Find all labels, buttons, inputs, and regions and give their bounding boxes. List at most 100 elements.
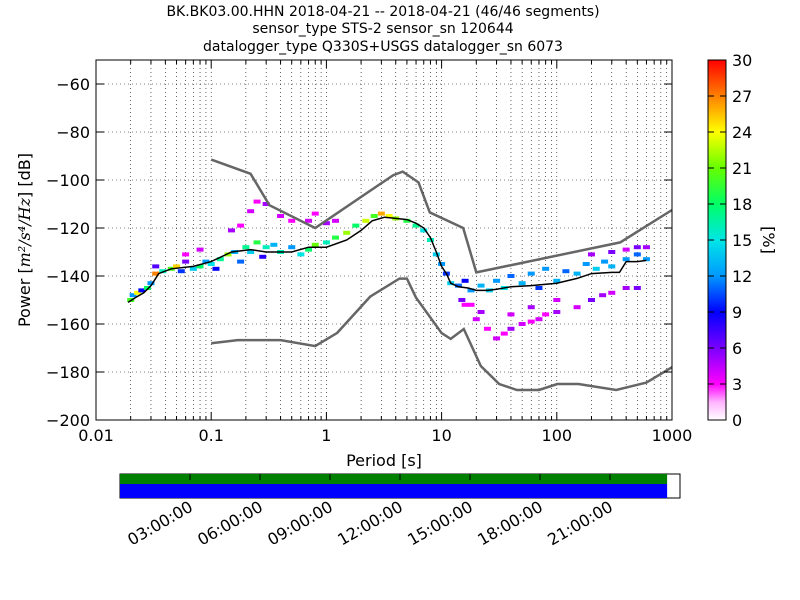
curves — [127, 158, 673, 392]
psd-cell — [573, 271, 581, 276]
psd-cell — [608, 264, 616, 269]
psd-cell — [633, 252, 641, 257]
psd-cell — [458, 298, 466, 302]
noise-model-nhnm — [210, 158, 673, 274]
psd-cell — [587, 298, 595, 302]
colorbar-tick-label: 27 — [732, 87, 752, 106]
psd-cell — [305, 218, 313, 223]
psd-heatmap — [127, 199, 650, 341]
colorbar: 0 3 6 9 12 15 18 21 24 27 30 [%] — [707, 51, 778, 430]
timeline-tick-label: 06:00:00 — [194, 497, 266, 549]
y-tick-label: −60 — [56, 75, 90, 94]
psd-cell — [311, 211, 319, 216]
psd-cell — [182, 259, 190, 264]
psd-cell — [152, 264, 160, 269]
psd-cell — [305, 247, 313, 252]
noise-model-nlnm — [211, 277, 673, 392]
psd-cell — [262, 202, 270, 206]
colorbar-ticks: 0 3 6 9 12 15 18 21 24 27 30 — [708, 51, 752, 430]
psd-cell — [177, 269, 185, 274]
colorbar-tick-label: 3 — [732, 375, 742, 394]
psd-cell — [553, 298, 561, 302]
axis-ticks: 0.01 0.1 1 10 100 1000 −200 −180 −160 −140 −120 −10… — [46, 60, 692, 445]
psd-cell — [237, 259, 245, 264]
psd-cell — [147, 281, 155, 286]
psd-cell — [288, 245, 296, 250]
data-coverage-timeline: 03:00:0006:00:0009:00:0012:00:0015:00:00… — [119, 473, 681, 549]
psd-cell — [196, 247, 204, 252]
psd-cell — [322, 221, 330, 226]
timeline-data-bar — [120, 474, 668, 484]
psd-cell — [527, 319, 535, 324]
psd-cell — [467, 302, 475, 307]
psd-cell — [587, 252, 595, 257]
psd-cell — [642, 257, 650, 262]
psd-cell — [592, 266, 600, 271]
y-tick-label: −100 — [46, 171, 90, 190]
y-axis-label-suffix: ] [dB] — [15, 153, 34, 198]
psd-cell — [553, 278, 561, 283]
psd-cell — [483, 326, 491, 331]
chart-title-line-2: sensor_type STS-2 sensor_sn 120644 — [252, 21, 513, 37]
psd-cell — [247, 209, 255, 214]
psd-cell — [622, 286, 630, 290]
colorbar-tick-label: 30 — [732, 51, 752, 70]
psd-cell — [493, 336, 501, 341]
psd-cell — [297, 252, 305, 257]
psd-cell — [507, 326, 515, 331]
psd-cell — [152, 271, 160, 276]
psd-cell — [377, 211, 385, 216]
x-tick-label: 0.1 — [198, 426, 223, 445]
psd-cell — [527, 305, 535, 310]
psd-cell — [454, 283, 462, 288]
y-axis-label-prefix: Power [ — [15, 267, 34, 327]
psd-cell — [182, 252, 190, 257]
psd-cell — [500, 331, 508, 336]
psd-cell — [370, 214, 378, 218]
colorbar-tick-label: 18 — [732, 195, 752, 214]
psd-cell — [518, 281, 526, 286]
psd-cell — [237, 223, 245, 228]
psd-cell — [385, 214, 393, 218]
psd-cell — [403, 218, 411, 223]
psd-cell — [129, 293, 137, 298]
psd-cell — [432, 252, 440, 257]
psd-cell — [542, 312, 550, 317]
psd-cell — [518, 322, 526, 326]
psd-cell — [259, 254, 267, 259]
y-axis-label: Power [m²/s⁴/Hz] [dB] — [15, 153, 34, 327]
psd-cell — [412, 223, 420, 228]
mode-curve — [127, 216, 647, 304]
timeline-tick-label: 03:00:00 — [124, 497, 196, 549]
psd-cell — [527, 271, 535, 276]
psd-cell — [633, 286, 641, 290]
colorbar-tick-label: 6 — [732, 339, 742, 358]
psd-cell — [582, 262, 590, 266]
psd-cell — [608, 250, 616, 254]
psd-cell — [138, 288, 146, 293]
grid — [96, 60, 672, 420]
psd-cell — [573, 305, 581, 310]
psd-cell — [322, 240, 330, 245]
timeline-tick-label: 18:00:00 — [474, 497, 546, 549]
psd-cell — [212, 266, 220, 271]
psd-cell — [196, 264, 204, 269]
y-tick-label: −200 — [46, 411, 90, 430]
psd-cell — [477, 283, 485, 288]
colorbar-tick-label: 9 — [732, 303, 742, 322]
psd-cell — [362, 218, 370, 223]
psd-cell — [622, 247, 630, 252]
x-tick-label: 0.01 — [78, 426, 114, 445]
timeline-tick-label: 21:00:00 — [544, 497, 616, 549]
psd-cell — [202, 259, 210, 264]
y-tick-label: −160 — [46, 315, 90, 334]
psd-cell — [270, 242, 278, 247]
x-tick-label: 1 — [321, 426, 331, 445]
psd-cell — [426, 238, 434, 242]
psd-cell — [262, 245, 270, 250]
psd-cell — [144, 286, 152, 290]
psd-cell — [642, 245, 650, 250]
colorbar-tick-label: 21 — [732, 159, 752, 178]
psd-cell — [472, 317, 480, 322]
